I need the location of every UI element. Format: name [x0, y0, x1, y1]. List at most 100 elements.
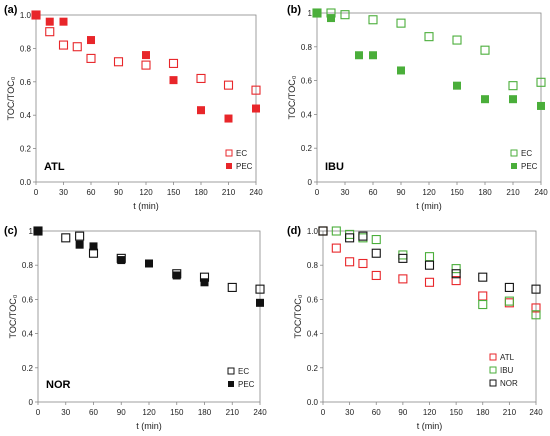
y-tick-label: 0.2: [301, 144, 313, 153]
y-tick-label: 0.8: [301, 43, 313, 52]
data-point-pec: [169, 76, 178, 85]
y-tick-label: 0.6: [307, 295, 319, 304]
x-tick-label: 0: [36, 408, 41, 417]
data-point-ibu: [478, 299, 488, 310]
data-point-ibu: [345, 229, 355, 239]
y-tick-label: 0.0: [20, 178, 32, 187]
x-axis-label: t (min): [417, 421, 443, 431]
data-point-pec: [87, 36, 95, 45]
legend-label-pec: PEC: [521, 162, 538, 171]
y-tick-label: 0.4: [307, 330, 319, 339]
legend-swatch-atl: [489, 353, 497, 361]
legend-label-ibu: IBU: [500, 366, 514, 375]
data-point-atl: [478, 291, 488, 301]
data-point-ec: [508, 81, 518, 91]
data-point-ec: [75, 231, 85, 241]
legend-swatch-ec: [510, 149, 518, 157]
x-tick-label: 120: [139, 188, 153, 197]
x-tick-label: 150: [449, 408, 463, 417]
x-tick-label: 210: [226, 408, 240, 417]
data-point-ec: [223, 80, 234, 90]
y-tick-label: 0: [308, 178, 313, 187]
legend-label-pec: PEC: [236, 162, 253, 171]
legend-swatch-ec: [227, 367, 235, 375]
data-point-nor: [398, 253, 408, 263]
x-tick-label: 210: [506, 188, 520, 197]
x-tick-label: 180: [198, 408, 212, 417]
compound-label: ATL: [44, 161, 65, 173]
data-point-ibu: [531, 310, 541, 320]
x-axis-label: t (min): [416, 201, 442, 211]
y-tick-label: 0.6: [22, 295, 34, 304]
data-point-pec: [34, 227, 42, 235]
data-point-ibu: [504, 296, 514, 306]
y-tick-label: 0.2: [20, 145, 32, 154]
data-point-ec: [480, 45, 490, 55]
x-tick-label: 0: [321, 408, 326, 417]
y-tick-label: 0.6: [20, 78, 32, 87]
legend-label-pec: PEC: [238, 380, 255, 389]
x-tick-label: 120: [422, 188, 436, 197]
data-point-nor: [478, 272, 488, 282]
data-point-ec: [88, 248, 99, 258]
data-point-pec: [224, 114, 233, 123]
data-point-atl: [424, 277, 435, 287]
y-tick-label: 0.2: [22, 364, 34, 373]
x-tick-label: 120: [423, 408, 437, 417]
compound-label: IBU: [325, 161, 344, 173]
data-point-ec: [255, 284, 265, 294]
data-point-ec: [61, 233, 71, 243]
y-tick-label: 0.8: [20, 44, 32, 53]
data-point-pec: [75, 240, 84, 249]
plot-frame: [316, 12, 542, 183]
x-tick-label: 120: [142, 408, 156, 417]
x-axis-label: t (min): [133, 201, 159, 211]
data-point-nor: [318, 226, 328, 236]
y-tick-label: 0.4: [20, 111, 32, 120]
x-tick-label: 150: [450, 188, 464, 197]
data-point-ibu: [398, 250, 408, 260]
data-point-atl: [345, 257, 355, 267]
legend-label-ec: EC: [238, 367, 249, 376]
data-point-pec: [142, 51, 150, 60]
y-tick-label: 0.0: [307, 398, 319, 407]
data-point-pec: [145, 259, 153, 268]
data-point-ec: [536, 77, 546, 87]
legend-label-atl: ATL: [500, 353, 515, 362]
y-tick-label: 0.4: [301, 110, 313, 119]
y-tick-label: 0.6: [301, 77, 313, 86]
x-tick-label: 240: [249, 188, 263, 197]
data-point-ibu: [331, 226, 341, 236]
panel-label: (b): [287, 4, 301, 16]
data-point-pec: [200, 278, 209, 287]
x-tick-label: 60: [89, 408, 98, 417]
x-tick-label: 180: [194, 188, 208, 197]
data-point-pec: [45, 17, 54, 26]
data-point-pec: [397, 66, 405, 75]
plot-frame: [35, 14, 257, 183]
x-tick-label: 90: [114, 188, 123, 197]
data-point-nor: [371, 248, 381, 258]
data-point-nor: [451, 269, 461, 279]
legend-swatch-nor: [489, 379, 497, 387]
x-tick-label: 240: [534, 188, 548, 197]
x-tick-label: 180: [478, 188, 492, 197]
x-tick-label: 90: [398, 408, 407, 417]
data-point-pec: [59, 17, 68, 26]
x-tick-label: 180: [476, 408, 490, 417]
panel-label: (c): [4, 225, 18, 237]
data-point-ibu: [424, 252, 435, 262]
x-tick-label: 150: [170, 408, 184, 417]
legend-swatch-pec: [226, 163, 232, 169]
data-point-pec: [256, 298, 264, 307]
y-tick-label: 1.0: [307, 227, 319, 236]
compound-label: NOR: [46, 379, 71, 391]
x-tick-label: 90: [117, 408, 126, 417]
data-point-pec: [313, 9, 321, 17]
y-tick-label: 0.8: [22, 261, 34, 270]
data-point-nor: [531, 284, 541, 294]
panel-label: (a): [4, 4, 18, 16]
y-tick-label: 1: [308, 9, 313, 18]
data-point-pec: [509, 95, 517, 104]
data-point-ec: [113, 57, 124, 67]
